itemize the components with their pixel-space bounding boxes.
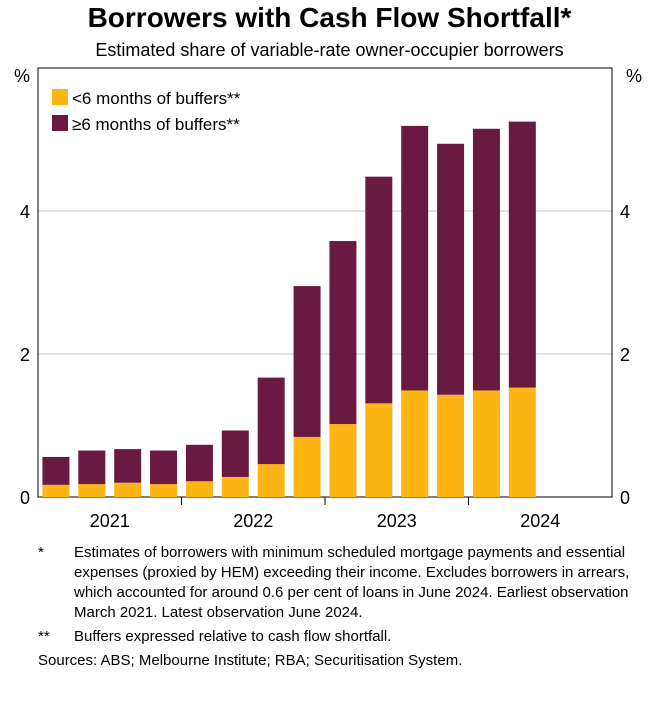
bar-6-plus-months	[508, 121, 536, 388]
legend-swatch	[52, 89, 68, 105]
bar-under-6-months	[401, 390, 429, 497]
y-tick-label-right: 0	[620, 488, 630, 508]
bar-6-plus-months	[185, 444, 213, 482]
bar-under-6-months	[508, 387, 536, 497]
x-tick-label: 2021	[90, 511, 130, 531]
x-tick-label: 2023	[377, 511, 417, 531]
legend-swatch	[52, 115, 68, 131]
legend-label: ≥6 months of buffers**	[72, 115, 240, 134]
y-axis-unit-right: %	[626, 66, 642, 86]
bar-6-plus-months	[221, 430, 249, 477]
bar-under-6-months	[114, 482, 142, 497]
y-tick-label-left: 0	[20, 488, 30, 508]
footnotes: * Estimates of borrowers with minimum sc…	[38, 543, 638, 671]
footnote-mark: **	[38, 628, 50, 645]
bar-under-6-months	[78, 484, 106, 497]
footnote-text: Buffers expressed relative to cash flow …	[74, 628, 392, 645]
chart-subtitle: Estimated share of variable-rate owner-o…	[95, 40, 564, 60]
bar-under-6-months	[329, 424, 357, 497]
y-tick-label-right: 2	[620, 345, 630, 365]
footnote: * Estimates of borrowers with minimum sc…	[38, 543, 638, 623]
bar-under-6-months	[365, 403, 393, 497]
bar-under-6-months	[257, 464, 285, 497]
x-tick-label: 2022	[233, 511, 273, 531]
sources: Sources: ABS; Melbourne Institute; RBA; …	[38, 652, 463, 669]
bar-6-plus-months	[257, 377, 285, 465]
bar-under-6-months	[42, 484, 70, 497]
bar-6-plus-months	[293, 286, 321, 437]
bar-6-plus-months	[401, 125, 429, 391]
y-tick-label-left: 2	[20, 345, 30, 365]
chart-title: Borrowers with Cash Flow Shortfall*	[87, 2, 572, 33]
bar-6-plus-months	[150, 450, 178, 485]
bar-6-plus-months	[114, 449, 142, 483]
footnote: ** Buffers expressed relative to cash fl…	[38, 627, 638, 647]
legend-label: <6 months of buffers**	[72, 89, 241, 108]
footnote-mark: *	[38, 544, 44, 561]
bar-6-plus-months	[329, 241, 357, 425]
footnote-text: Estimates of borrowers with minimum sche…	[74, 544, 630, 621]
bar-under-6-months	[150, 484, 178, 497]
bar-under-6-months	[293, 436, 321, 497]
bar-6-plus-months	[78, 450, 106, 485]
x-tick-label: 2024	[520, 511, 560, 531]
bar-under-6-months	[437, 394, 465, 497]
bar-6-plus-months	[42, 456, 70, 485]
y-axis-unit-left: %	[14, 66, 30, 86]
bar-6-plus-months	[437, 143, 465, 395]
bar-under-6-months	[185, 481, 213, 497]
bar-6-plus-months	[472, 128, 500, 391]
bar-under-6-months	[221, 476, 249, 497]
y-tick-label-right: 4	[620, 202, 630, 222]
bar-6-plus-months	[365, 176, 393, 404]
chart-plot: 0 0 2 2 4 4% % 2021 2022 2023 2024 <6 months of buf…	[14, 66, 642, 531]
y-tick-label-left: 4	[20, 202, 30, 222]
bar-under-6-months	[472, 390, 500, 497]
